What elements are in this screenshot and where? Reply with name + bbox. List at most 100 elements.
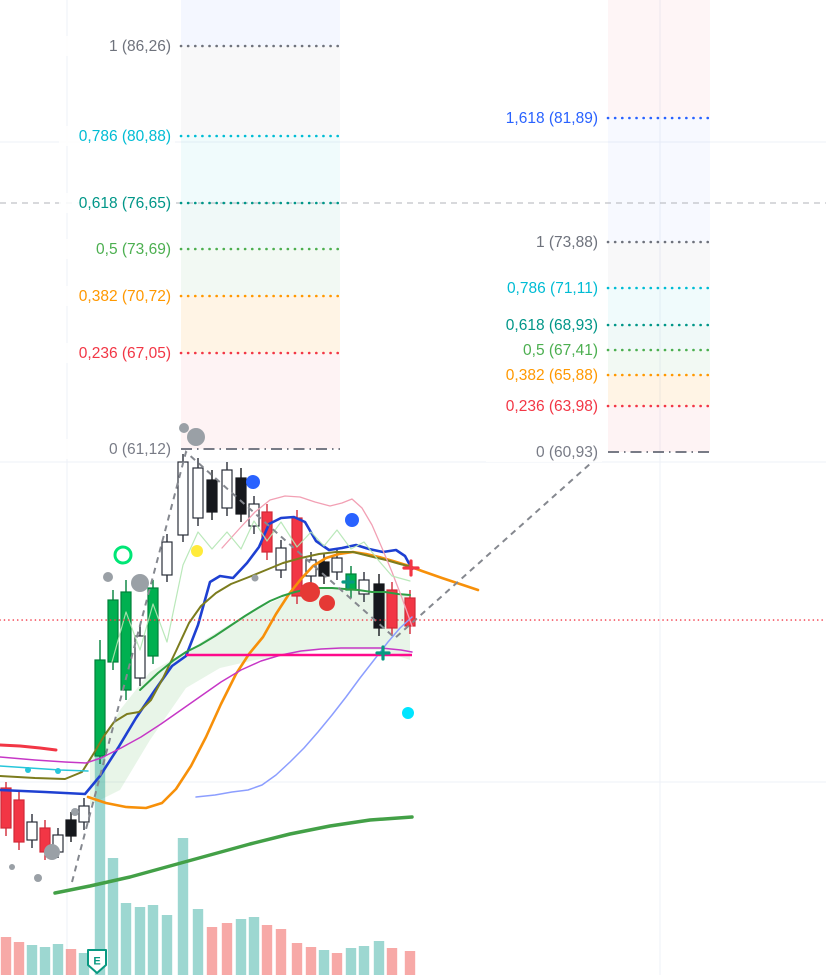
red-left [0,743,58,752]
fib-left-band [181,249,340,296]
candle-body [161,541,173,576]
fib-left-band [181,296,340,353]
candle-body [192,467,204,519]
volume-bar [373,941,385,975]
candle-body [386,589,398,629]
earnings-badge[interactable] [87,949,107,974]
marker-dot [25,767,31,773]
ma-blue [0,515,414,796]
ema-cloud-green [90,588,410,805]
marker-dot [300,582,320,602]
thin-lightgreen [111,520,411,663]
fib-level-label: 1,618 (81,89) [506,110,598,127]
volume-bar [39,947,51,975]
marker-cross [402,559,420,577]
fib-level-label: 0,786 (80,88) [79,128,171,145]
candle-body [331,557,343,573]
candle-body [358,579,370,595]
candle-body [206,479,218,513]
marker-dot [131,574,149,592]
marker-dot [402,707,414,719]
fib-level-label: 0,236 (67,05) [79,345,171,362]
candle-body [0,787,12,829]
fib-level-label: 1 (73,88) [536,234,598,251]
volume-bar [26,945,38,975]
fib-label-backdrop [59,286,175,306]
volume-bar [177,838,189,975]
volume-bar [404,951,416,975]
fib-right-band [608,375,710,406]
fib-level-label: 0,5 (73,69) [96,241,171,258]
marker-ring [113,545,133,565]
fib-right-band [608,242,710,288]
volume-bar [318,950,330,975]
candle-body [147,587,159,657]
candle-body [13,799,25,843]
marker-dot [55,768,61,774]
volume-bar [120,903,132,975]
volume-bar [206,927,218,975]
candle-body [94,659,106,757]
fib-label-backdrop [486,315,602,335]
volume-bar [345,948,357,975]
volume-bar [291,943,303,975]
volume-bar [52,944,64,975]
candle-body [65,819,77,837]
marker-dot [345,513,359,527]
fib-level-label: 0,618 (76,65) [79,195,171,212]
marker-dot [103,572,113,582]
volume-bar [161,915,173,975]
volume-bar [0,937,12,975]
candle-body [78,805,90,823]
fib-label-backdrop [59,439,175,459]
fib-right-band [608,0,710,118]
volume-bar [275,929,287,975]
marker-dot [319,595,335,611]
zigzag-line [71,450,601,883]
marker-dot [191,545,203,557]
volume-bar [331,953,343,975]
volume-bar [261,925,273,975]
fib-label-backdrop [486,396,602,416]
marker-dot [71,808,79,816]
fib-level-label: 0,786 (71,11) [507,280,598,297]
ma-green-fast [139,587,411,691]
marker-dot [179,423,189,433]
volume-bar [78,953,90,975]
sma-long-green [53,815,414,895]
fib-label-backdrop [486,108,602,128]
marker-dot [187,428,205,446]
marker-dot [251,574,259,582]
fib-left-band [181,203,340,249]
fib-label-backdrop [486,232,602,252]
volume-bar [235,919,247,975]
fib-label-backdrop [59,343,175,363]
candle-body [235,477,247,515]
candle-body [248,503,260,527]
fib-label-backdrop [486,442,602,462]
earnings-badge-label[interactable]: E [93,956,100,968]
volume-bar [305,947,317,975]
ma-olive [0,551,413,780]
marker-dot [9,864,15,870]
fib-right-band [608,350,710,375]
teal-left [0,765,89,772]
fib-right-band [608,118,710,242]
fib-label-backdrop [59,193,175,213]
fib-level-label: 0,382 (70,72) [79,288,171,305]
fib-left-band [181,353,340,449]
fib-level-label: 0 (61,12) [109,441,171,458]
fib-level-label: 0,618 (68,93) [506,317,598,334]
fib-level-label: 0,236 (63,98) [506,398,598,415]
candle-body [134,635,146,679]
fib-level-label: 0,5 (67,41) [523,342,598,359]
volume-bar [358,946,370,975]
volume-bar [134,907,146,975]
marker-dot [246,475,260,489]
volume-bar [147,905,159,975]
candle-body [120,591,132,691]
volume-bar [248,917,260,975]
volume-bar [13,942,25,975]
